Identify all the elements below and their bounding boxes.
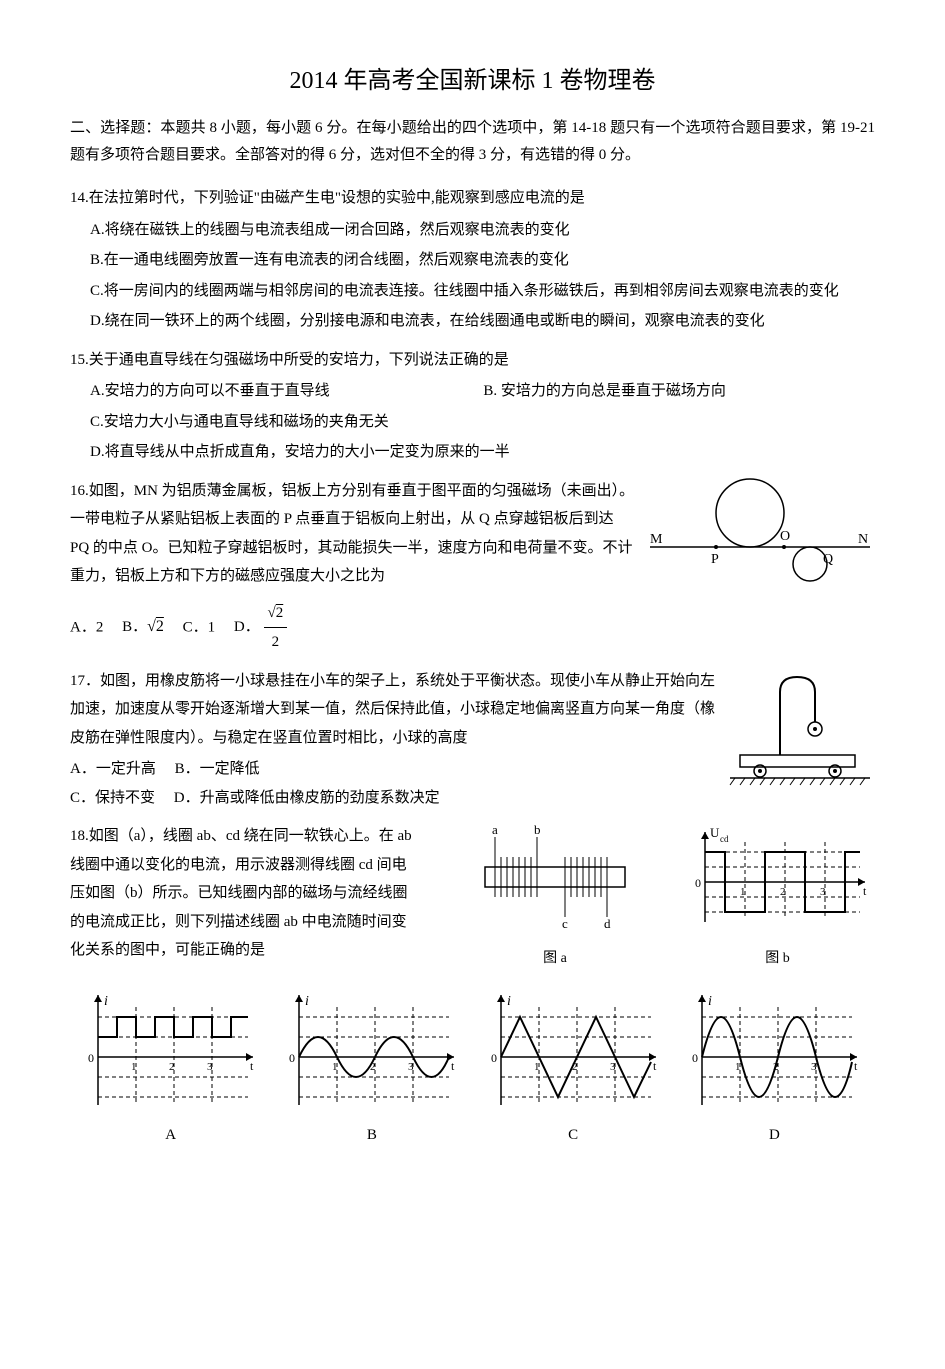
label-P: P [711, 552, 719, 567]
q16-option-c: C．1 [183, 619, 216, 635]
q15-option-d: D.将直导线从中点折成直角，安培力的大小一定变为原来的一半 [70, 438, 875, 467]
opt-b-label: B [271, 1127, 472, 1144]
svg-text:b: b [534, 822, 541, 837]
q18-answer-options: i 0 1 2 3 t A i 0 1 2 3 t [70, 987, 875, 1144]
svg-text:U: U [710, 825, 720, 840]
q15-option-b: B. 安培力的方向总是垂直于磁场方向 [483, 377, 726, 406]
svg-text:3: 3 [820, 886, 826, 898]
opt-a-label: A [70, 1127, 271, 1144]
page-title: 2014 年高考全国新课标 1 卷物理卷 [70, 60, 875, 95]
svg-text:1: 1 [534, 1061, 540, 1073]
question-16: M N P O Q 16.如图，MN 为铝质薄金属板，铝板上方分别有垂直于图平面… [70, 477, 875, 657]
q17-option-a: A．一定升高 [70, 761, 156, 777]
svg-text:a: a [492, 822, 498, 837]
q18-figure-a: a b c d 图 a [465, 822, 645, 972]
q14-option-d: D.绕在同一铁环上的两个线圈，分别接电源和电流表，在给线圈通电或断电的瞬间，观察… [70, 307, 875, 336]
q16-option-b: B．√2 [122, 619, 164, 635]
svg-text:0: 0 [88, 1051, 94, 1065]
q15-option-c: C.安培力大小与通电直导线和磁场的夹角无关 [70, 408, 875, 437]
q18-option-d: i 0 1 2 3 t D [674, 987, 875, 1144]
label-N: N [858, 532, 868, 547]
section-instruction: 二、选择题：本题共 8 小题，每小题 6 分。在每小题给出的四个选项中，第 14… [70, 115, 875, 169]
q17-option-b: B．一定降低 [175, 761, 260, 777]
q18-option-b: i 0 1 2 3 t B [271, 987, 472, 1144]
q16-option-a: A．2 [70, 619, 103, 635]
question-15: 15.关于通电直导线在匀强磁场中所受的安培力，下列说法正确的是 A.安培力的方向… [70, 346, 875, 467]
q14-option-c: C.将一房间内的线圈两端与相邻房间的电流表连接。往线圈中插入条形磁铁后，再到相邻… [70, 277, 875, 306]
svg-text:i: i [104, 994, 108, 1009]
q16-figure: M N P O Q [645, 477, 875, 598]
opt-c-label: C [473, 1127, 674, 1144]
q14-stem: 14.在法拉第时代，下列验证"由磁产生电"设想的实验中,能观察到感应电流的是 [70, 184, 875, 213]
svg-text:t: t [863, 884, 867, 898]
svg-text:i: i [507, 994, 511, 1009]
fig-b-label: 图 b [680, 946, 875, 973]
q18-option-c: i 0 1 2 3 t C [473, 987, 674, 1144]
fig-a-label: 图 a [465, 946, 645, 973]
svg-text:t: t [250, 1059, 254, 1073]
svg-text:3: 3 [408, 1061, 414, 1073]
q14-option-b: B.在一通电线圈旁放置一连有电流表的闭合线圈，然后观察电流表的变化 [70, 246, 875, 275]
svg-text:0: 0 [491, 1051, 497, 1065]
question-14: 14.在法拉第时代，下列验证"由磁产生电"设想的实验中,能观察到感应电流的是 A… [70, 184, 875, 336]
q18-figure-b: U cd 0 1 2 3 t 图 b [680, 822, 875, 972]
q15-option-a: A.安培力的方向可以不垂直于直导线 [90, 377, 330, 406]
label-O: O [780, 529, 790, 544]
svg-text:1: 1 [131, 1061, 137, 1073]
svg-text:0: 0 [289, 1051, 295, 1065]
svg-text:3: 3 [207, 1061, 213, 1073]
svg-text:i: i [708, 994, 712, 1009]
svg-text:0: 0 [692, 1051, 698, 1065]
q17-option-c: C．保持不变 [70, 790, 155, 806]
svg-text:1: 1 [740, 886, 746, 898]
q15-stem: 15.关于通电直导线在匀强磁场中所受的安培力，下列说法正确的是 [70, 346, 875, 375]
svg-text:2: 2 [169, 1061, 175, 1073]
svg-text:2: 2 [572, 1061, 578, 1073]
q17-option-d: D．升高或降低由橡皮筋的劲度系数决定 [174, 790, 440, 806]
q16-options: A．2 B．√2 C．1 D． √22 [70, 599, 875, 657]
svg-text:3: 3 [610, 1061, 616, 1073]
svg-text:t: t [854, 1059, 858, 1073]
q18-stem: 18.如图（a），线圈 ab、cd 绕在同一软铁心上。在 ab 线圈中通以变化的… [70, 822, 420, 965]
svg-text:0: 0 [695, 876, 701, 890]
question-17: 17．如图，用橡皮筋将一小球悬挂在小车的架子上，系统处于平衡状态。现使小车从静止… [70, 667, 875, 813]
svg-text:2: 2 [773, 1061, 779, 1073]
q14-option-a: A.将绕在磁铁上的线圈与电流表组成一闭合回路，然后观察电流表的变化 [70, 216, 875, 245]
svg-text:t: t [653, 1059, 657, 1073]
svg-text:t: t [451, 1059, 455, 1073]
svg-text:3: 3 [811, 1061, 817, 1073]
svg-text:1: 1 [735, 1061, 741, 1073]
svg-text:d: d [604, 916, 611, 931]
svg-text:cd: cd [720, 834, 729, 844]
q15-options-row1: A.安培力的方向可以不垂直于直导线 B. 安培力的方向总是垂直于磁场方向 [70, 377, 875, 406]
svg-text:c: c [562, 916, 568, 931]
svg-text:2: 2 [370, 1061, 376, 1073]
label-Q: Q [823, 552, 833, 567]
question-18: 18.如图（a），线圈 ab、cd 绕在同一软铁心上。在 ab 线圈中通以变化的… [70, 822, 875, 972]
svg-text:2: 2 [780, 886, 786, 898]
label-M: M [650, 532, 663, 547]
q16-option-d: D． √22 [234, 619, 287, 635]
svg-text:1: 1 [332, 1061, 338, 1073]
q17-figure [725, 667, 875, 798]
svg-text:i: i [305, 994, 309, 1009]
q18-figures: a b c d 图 a [465, 822, 875, 972]
opt-d-label: D [674, 1127, 875, 1144]
q18-option-a: i 0 1 2 3 t A [70, 987, 271, 1144]
